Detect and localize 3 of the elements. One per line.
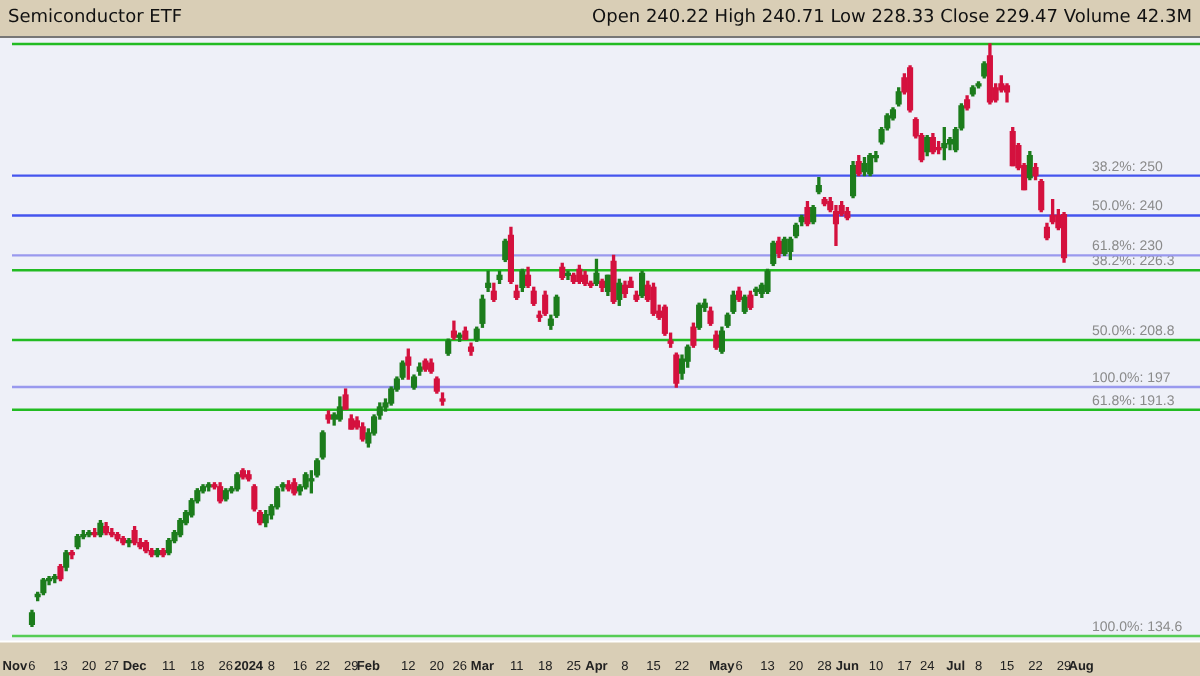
chart-title: Semiconductor ETF: [8, 8, 182, 28]
candlestick: [485, 270, 492, 292]
text: Open 240.22 High 240.71 Low 228.33 Close 229.47 Volume 42.3M: [592, 8, 1192, 28]
